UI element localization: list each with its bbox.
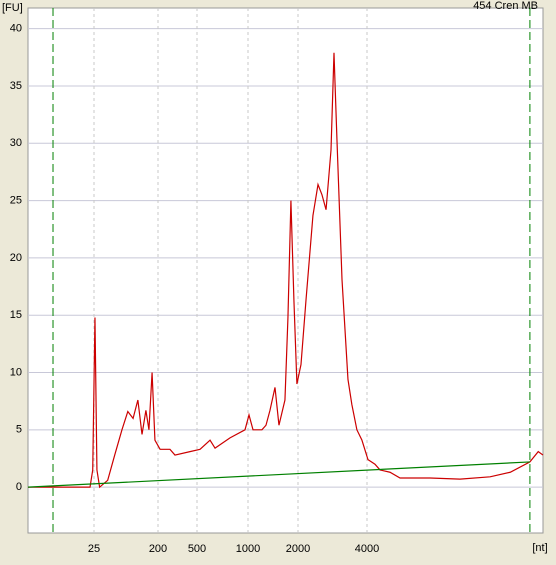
- plot-area: [27, 7, 544, 534]
- chart-title: 454 Cren MB: [473, 0, 538, 12]
- y-axis-label: [FU]: [2, 2, 23, 14]
- y-tick-label: 40: [10, 23, 22, 35]
- x-tick-label: 200: [149, 543, 167, 555]
- series-line: [27, 461, 530, 488]
- y-tick-label: 25: [10, 194, 22, 206]
- y-tick-label: 35: [10, 80, 22, 92]
- x-axis-label: [nt]: [532, 542, 547, 554]
- y-tick-label: 15: [10, 309, 22, 321]
- y-tick-label: 30: [10, 137, 22, 149]
- series-line: [28, 52, 544, 489]
- x-tick-label: 1000: [236, 543, 260, 555]
- y-tick-label: 0: [16, 481, 22, 493]
- y-tick-label: 10: [10, 366, 22, 378]
- x-tick-label: 4000: [355, 543, 379, 555]
- y-tick-label: 20: [10, 252, 22, 264]
- x-tick-label: 500: [188, 543, 206, 555]
- x-tick-label: 2000: [286, 543, 310, 555]
- x-tick-label: 25: [88, 543, 100, 555]
- y-tick-label: 5: [16, 424, 22, 436]
